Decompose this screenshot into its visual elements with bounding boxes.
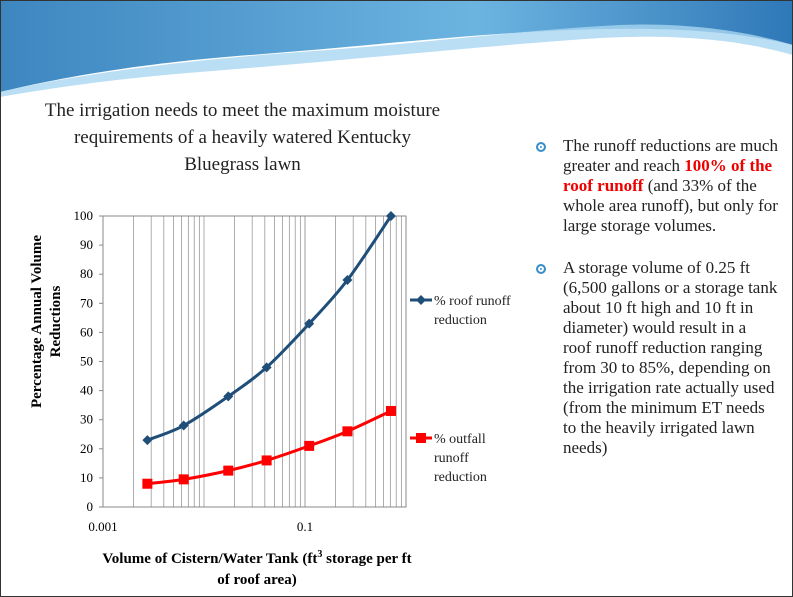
x-tick-label: 0.1 bbox=[297, 519, 313, 534]
y-tick-label: 20 bbox=[80, 441, 93, 456]
bullet-text: (and 33% of the whole area runoff), but … bbox=[563, 176, 778, 235]
marker bbox=[261, 362, 272, 373]
bullet-list: The runoff reductions are much greater a… bbox=[533, 136, 778, 480]
x-axis-title: Volume of Cistern/Water Tank (ft3 storag… bbox=[102, 544, 412, 591]
marker bbox=[385, 405, 396, 416]
series-line bbox=[146, 215, 393, 442]
y-tick-label: 30 bbox=[80, 412, 93, 427]
slide-title: The irrigation needs to meet the maximum… bbox=[44, 100, 441, 175]
marker bbox=[223, 465, 234, 476]
marker bbox=[142, 478, 153, 489]
marker bbox=[178, 420, 189, 431]
bullet-highlight: 100% of the roof runoff bbox=[563, 156, 773, 195]
y-tick-label: 70 bbox=[80, 295, 93, 310]
x-tick-label: 0.001 bbox=[88, 519, 117, 534]
bullet-text: A storage volume of 0.25 ft (6,500 gallo… bbox=[563, 258, 778, 457]
x-axis-title-part: storage per ft of roof area) bbox=[217, 551, 412, 588]
bullet: The runoff reductions are much greater a… bbox=[533, 136, 778, 236]
header-wave bbox=[0, 0, 793, 92]
marker bbox=[178, 474, 189, 485]
legend-label: % outfall runoff reduction bbox=[434, 432, 487, 485]
marker bbox=[304, 318, 315, 329]
marker bbox=[342, 275, 353, 286]
x-axis-title-sup: 3 bbox=[317, 549, 323, 560]
y-tick-label: 10 bbox=[80, 470, 93, 485]
y-axis-title-line: Reductions bbox=[48, 286, 64, 358]
marker bbox=[385, 211, 396, 221]
marker bbox=[223, 391, 234, 402]
header-swoosh bbox=[0, 24, 793, 97]
y-tick-label: 90 bbox=[80, 237, 93, 252]
legend-marker bbox=[416, 433, 426, 443]
x-axis-title-part: Volume of Cistern/Water Tank (ft bbox=[102, 551, 318, 567]
y-tick-label: 40 bbox=[80, 383, 93, 398]
y-tick-label: 60 bbox=[80, 324, 93, 339]
y-tick-label: 100 bbox=[74, 208, 94, 223]
marker bbox=[342, 426, 353, 437]
y-axis-title: Percentage Annual Volume Reductions bbox=[29, 235, 64, 408]
marker bbox=[142, 435, 153, 446]
y-tick-label: 80 bbox=[80, 266, 93, 281]
y-tick-label: 0 bbox=[87, 499, 94, 514]
legend-marker bbox=[416, 295, 426, 305]
legend-label: % roof runoff reduction bbox=[434, 294, 511, 328]
bullet: A storage volume of 0.25 ft (6,500 gallo… bbox=[533, 258, 778, 458]
y-axis-title-line: Percentage Annual Volume bbox=[29, 235, 45, 408]
y-tick-label: 50 bbox=[80, 354, 93, 369]
marker bbox=[304, 440, 315, 451]
bullet-text: The runoff reductions are much greater a… bbox=[563, 136, 778, 175]
marker bbox=[261, 455, 272, 466]
